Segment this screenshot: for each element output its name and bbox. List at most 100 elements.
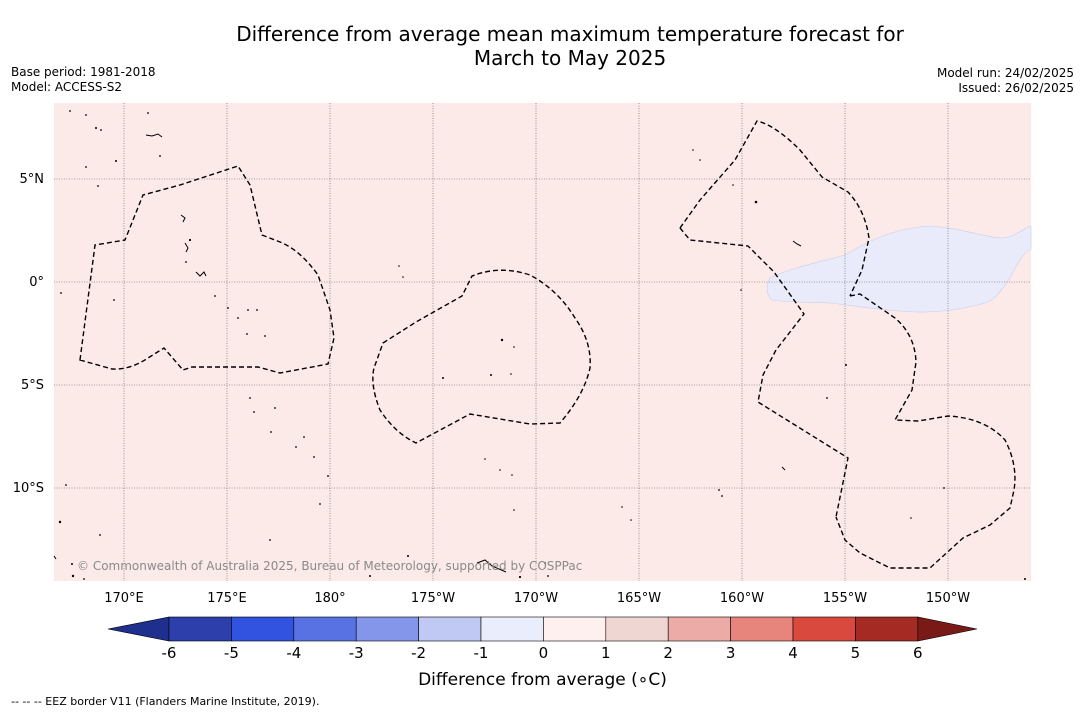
colorbar-tick: -6 — [162, 644, 177, 662]
base-period-text: Base period: 1981-2018 — [11, 65, 156, 79]
colorbar-tick: 3 — [726, 644, 736, 662]
islet — [100, 129, 102, 131]
islet — [740, 289, 742, 291]
colorbar-tick: -3 — [349, 644, 364, 662]
eez-kiribati-line-lower — [679, 227, 849, 518]
lon-label-155w: 155°W — [823, 591, 867, 606]
eez-legend-note: -- -- -- EEZ border V11 (Flanders Marine… — [11, 695, 320, 708]
lat-axis: 5°N 0° 5°S 10°S — [13, 172, 44, 496]
islet — [246, 333, 248, 335]
map-background — [54, 103, 1031, 581]
colorbar-segment — [231, 616, 295, 642]
metadata-left: Base period: 1981-2018 Model: ACCESS-S2 — [11, 65, 156, 95]
islet — [113, 299, 115, 301]
colorbar-segment — [730, 616, 794, 642]
islet — [313, 456, 315, 458]
islet — [227, 307, 229, 309]
colorbar-segment — [355, 616, 419, 642]
islet — [499, 469, 501, 471]
lon-label-165w: 165°W — [617, 591, 661, 606]
colorbar-segment — [792, 616, 856, 642]
islet — [303, 436, 305, 438]
lon-label-180: 180° — [314, 591, 345, 606]
eez-tokelau — [372, 269, 591, 444]
islet — [402, 276, 404, 278]
islet — [253, 411, 255, 413]
islet — [910, 517, 912, 519]
island — [53, 555, 57, 560]
lon-label-175w: 175°W — [411, 591, 455, 606]
eez-french-polynesia-north — [835, 293, 1016, 569]
colorbar-tick: 4 — [788, 644, 798, 662]
eez-borders — [79, 120, 1016, 569]
islet — [699, 159, 701, 161]
island — [195, 271, 207, 277]
lon-label-170w: 170°W — [514, 591, 558, 606]
metadata-right: Model run: 24/02/2025 Issued: 26/02/2025 — [937, 66, 1074, 96]
islet — [69, 110, 71, 112]
colorbar-segment — [605, 616, 669, 642]
title-line-2: March to May 2025 — [473, 46, 667, 70]
islet — [185, 261, 187, 263]
islet — [1024, 578, 1026, 580]
issued-text: Issued: 26/02/2025 — [958, 81, 1074, 95]
islet — [237, 317, 239, 319]
islet — [71, 563, 73, 565]
colorbar-tick-labels: -6 -5 -4 -3 -2 -1 0 1 2 3 4 5 6 — [162, 644, 923, 662]
islet — [327, 475, 329, 477]
lat-label-0: 0° — [29, 275, 44, 290]
islet — [159, 155, 161, 157]
islet — [621, 506, 623, 508]
islet — [484, 458, 486, 460]
islet — [398, 265, 400, 267]
island — [184, 242, 189, 253]
islet — [513, 509, 515, 511]
lon-axis: 170°E 175°E 180° 175°W 170°W 165°W 160°W… — [104, 591, 970, 606]
lon-label-160w: 160°W — [720, 591, 764, 606]
islet — [692, 149, 694, 151]
islet — [500, 338, 504, 342]
islet — [95, 127, 97, 129]
map-title: Difference from average mean maximum tem… — [0, 22, 1085, 70]
eez-kiribati-line — [679, 120, 870, 297]
colorbar-tick: -4 — [286, 644, 301, 662]
model-text: Model: ACCESS-S2 — [11, 80, 123, 94]
islet — [274, 407, 276, 409]
lon-label-150w: 150°W — [926, 591, 970, 606]
islet — [518, 575, 522, 579]
lat-label-5s: 5°S — [21, 378, 44, 393]
title-line-1: Difference from average mean maximum tem… — [236, 22, 904, 46]
colorbar-tick: 0 — [539, 644, 549, 662]
islet — [264, 335, 266, 337]
islet — [547, 575, 549, 577]
island — [476, 559, 507, 573]
colorbar-tick: 6 — [913, 644, 923, 662]
islet — [511, 474, 513, 476]
islet — [754, 200, 758, 204]
islet — [85, 166, 87, 168]
colorbar-segment — [855, 616, 919, 642]
colorbar-tick: -2 — [411, 644, 426, 662]
islet — [58, 520, 62, 524]
islet — [188, 238, 192, 242]
islet — [721, 495, 723, 497]
colorbar-segment — [667, 616, 731, 642]
lon-label-175e: 175°E — [207, 591, 247, 606]
islet — [826, 397, 828, 399]
islet — [718, 489, 720, 491]
islet — [71, 574, 75, 578]
islet — [544, 562, 546, 564]
islet — [732, 184, 734, 186]
colorbar-extend-high — [917, 616, 978, 642]
lat-label-5n: 5°N — [20, 172, 45, 187]
islet — [65, 484, 67, 486]
islet — [147, 112, 149, 114]
island — [180, 214, 186, 223]
colorbar-segment — [168, 616, 232, 642]
islet — [295, 446, 297, 448]
cool-anomaly-region — [766, 225, 1032, 313]
island — [792, 240, 802, 247]
colorbar-tick: 5 — [851, 644, 861, 662]
colorbar-tick: 2 — [663, 644, 673, 662]
